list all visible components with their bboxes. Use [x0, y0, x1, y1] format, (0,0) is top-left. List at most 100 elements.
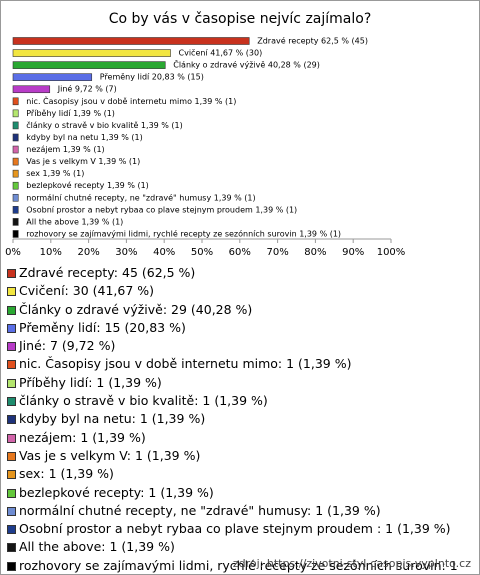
- bar: [12, 181, 19, 190]
- x-tick-label: 70%: [266, 247, 288, 258]
- legend-swatch: [7, 305, 16, 315]
- legend-label: rozhovory se zajímavými lidmi, rychlé re…: [19, 557, 458, 573]
- value-label: sex 1,39 % (1): [26, 169, 84, 178]
- legend-label: bezlepkové recepty: 1 (1,39 %): [19, 484, 214, 500]
- legend-item: Přeměny lidí: 15 (20,83 %): [7, 319, 469, 337]
- x-tick-label: 10%: [40, 247, 62, 258]
- x-tick-label: 60%: [229, 247, 251, 258]
- value-label: normální chutné recepty, ne "zdravé" hum…: [26, 192, 255, 202]
- bar: [12, 61, 166, 69]
- x-tick-label: 80%: [304, 247, 326, 258]
- value-label: kdyby byl na netu 1,39 % (1): [26, 133, 142, 142]
- legend-label: normální chutné recepty, ne "zdravé" hum…: [19, 502, 381, 518]
- bar: [12, 218, 19, 226]
- legend-item: Jiné: 7 (9,72 %): [7, 337, 469, 355]
- value-label: Jiné 9,72 % (7): [57, 84, 117, 94]
- value-label: Osobní prostor a nebyt rybaa co plave st…: [26, 205, 297, 214]
- legend-item: sex: 1 (1,39 %): [7, 465, 469, 483]
- legend-item: Osobní prostor a nebyt rybaa co plave st…: [7, 520, 469, 538]
- legend-label: Přeměny lidí: 15 (20,83 %): [19, 319, 186, 335]
- legend-swatch: [7, 433, 16, 443]
- legend: Zdravé recepty: 45 (62,5 %) Cvičení: 30 (…: [7, 264, 469, 574]
- x-tick-label: 0%: [5, 247, 21, 258]
- bar: [12, 145, 19, 154]
- legend-label: kdyby byl na netu: 1 (1,39 %): [19, 411, 206, 427]
- legend-swatch: [7, 397, 16, 407]
- value-label: články o stravě v bio kvalitě 1,39 % (1): [26, 120, 183, 130]
- legend-label: Jiné: 7 (9,72 %): [19, 338, 116, 354]
- legend-item: kdyby byl na netu: 1 (1,39 %): [7, 410, 469, 428]
- legend-swatch: [7, 525, 16, 535]
- bar: [12, 121, 19, 130]
- bar: [12, 157, 19, 166]
- legend-item: články o stravě v bio kvalitě: 1 (1,39 %…: [7, 392, 469, 410]
- x-tick-label: 50%: [191, 247, 213, 258]
- value-label: Zdravé recepty 62,5 % (45): [257, 36, 368, 46]
- bar: [12, 73, 93, 81]
- source: zdroj: https://zivotni-styl-casopis.vypl…: [232, 557, 471, 570]
- x-tick-label: 20%: [77, 247, 99, 258]
- legend-item: nic. Časopisy jsou v době internetu mimo…: [7, 355, 469, 373]
- x-tick-label: 90%: [342, 247, 364, 258]
- x-tick-label: 40%: [153, 247, 175, 258]
- legend-label: nic. Časopisy jsou v době internetu mimo…: [19, 356, 352, 372]
- x-tick-label: 30%: [115, 247, 137, 258]
- value-label: nic. Časopisy jsou v době internetu mimo…: [26, 95, 236, 106]
- bar: [12, 169, 19, 178]
- legend-item: bezlepkové recepty: 1 (1,39 %): [7, 484, 469, 502]
- legend-swatch: [7, 287, 16, 297]
- legend-swatch: [7, 378, 16, 388]
- legend-label: nezájem: 1 (1,39 %): [19, 429, 146, 445]
- x-tick-label: 100%: [377, 247, 406, 258]
- value-label: Cvičení 41,67 % (30): [179, 48, 263, 58]
- legend-swatch: [7, 506, 16, 516]
- legend-item: Zdravé recepty: 45 (62,5 %): [7, 264, 469, 282]
- legend-swatch: [7, 342, 16, 352]
- chart: Co by vás v časopise nejvíc zajímalo? 0%…: [5, 11, 406, 258]
- legend-item: Vas je s velkym V: 1 (1,39 %): [7, 447, 469, 465]
- value-label: Přeměny lidí 20,83 % (15): [100, 73, 204, 82]
- value-label: bezlepkové recepty 1,39 % (1): [26, 180, 149, 190]
- value-label: nezájem 1,39 % (1): [26, 145, 104, 154]
- legend-swatch: [7, 543, 16, 553]
- value-label: rozhovory se zajímavými lidmi, rychlé re…: [26, 228, 341, 238]
- legend-label: sex: 1 (1,39 %): [19, 466, 114, 482]
- bar: [12, 85, 51, 94]
- value-label: All the above 1,39 % (1): [26, 217, 123, 226]
- legend-label: Zdravé recepty: 45 (62,5 %): [19, 265, 196, 280]
- legend-swatch: [7, 451, 16, 461]
- legend-item: rozhovory se zajímavými lidmi, rychlé re…: [7, 557, 469, 574]
- legend-label: Osobní prostor a nebyt rybaa co plave st…: [19, 521, 451, 537]
- bar: [12, 133, 19, 142]
- legend-label: Články o zdravé výživě: 29 (40,28 %): [19, 301, 253, 317]
- legend-item: nezájem: 1 (1,39 %): [7, 429, 469, 447]
- legend-label: Vas je s velkym V: 1 (1,39 %): [19, 447, 201, 463]
- bar: [12, 97, 19, 106]
- legend-item: Články o zdravé výživě: 29 (40,28 %): [7, 301, 469, 319]
- legend-label: články o stravě v bio kvalitě: 1 (1,39 %…: [19, 393, 268, 409]
- legend-swatch: [7, 269, 16, 278]
- legend-swatch: [7, 360, 16, 370]
- value-label: Vas je s velkym V 1,39 % (1): [26, 157, 140, 166]
- legend-swatch: [7, 323, 16, 333]
- legend-label: All the above: 1 (1,39 %): [19, 539, 175, 555]
- value-label: Příběhy lidí 1,39 % (1): [26, 109, 115, 118]
- legend-label: Příběhy lidí: 1 (1,39 %): [19, 374, 162, 390]
- bar: [12, 193, 19, 202]
- legend-item: All the above: 1 (1,39 %): [7, 538, 469, 556]
- legend-item: normální chutné recepty, ne "zdravé" hum…: [7, 502, 469, 520]
- value-label: Články o zdravé výživě 40,28 % (29): [173, 59, 320, 70]
- legend-item: Cvičení: 30 (41,67 %): [7, 282, 469, 300]
- bar: [12, 37, 250, 45]
- chart-title: Co by vás v časopise nejvíc zajímalo?: [109, 11, 372, 27]
- legend-swatch: [7, 415, 16, 425]
- legend-label: Cvičení: 30 (41,67 %): [19, 283, 155, 299]
- legend-item: Příběhy lidí: 1 (1,39 %): [7, 374, 469, 392]
- legend-swatch: [7, 488, 16, 498]
- legend-swatch: [7, 561, 16, 571]
- legend-swatch: [7, 470, 16, 480]
- bar: [12, 109, 19, 118]
- bar: [12, 230, 19, 238]
- bar: [12, 206, 19, 214]
